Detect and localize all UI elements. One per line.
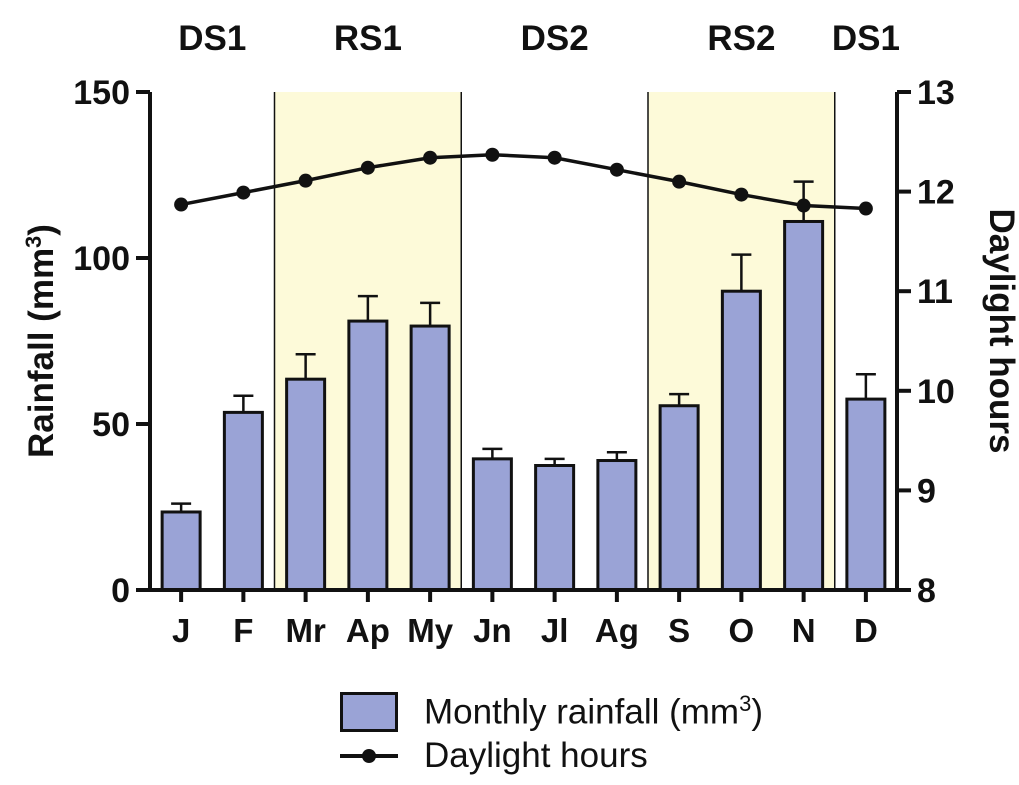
legend-label-daylight: Daylight hours [424,736,648,775]
right-tick-label: 12 [917,174,955,212]
x-tick-label: N [792,612,816,649]
daylight-point [298,173,313,188]
rainfall-bar [783,219,825,592]
left-tick-label: 150 [73,74,130,112]
right-axis-title: Daylight hours [982,208,1019,453]
x-tick-label: Jl [541,612,569,649]
rainfall-bar [222,410,264,592]
rainfall-bar [347,319,389,592]
rainfall-bar [534,464,576,592]
right-tick-label: 11 [917,273,953,311]
daylight-point [672,174,687,189]
rainfall-bar [285,377,327,592]
right-tick-label: 9 [917,472,936,510]
left-tick-label: 0 [111,572,130,610]
x-tick-label: My [407,612,453,649]
daylight-line [180,152,866,211]
x-tick-label: O [729,612,755,649]
season-label: RS2 [707,19,775,58]
legend-item-rainfall: Monthly rainfall (mm3) [340,690,763,734]
x-tick-label: Jn [473,612,512,649]
left-tick-label: 100 [73,240,130,278]
daylight-point [796,198,811,213]
daylight-point [423,150,438,165]
daylight-point [547,150,562,165]
season-label: RS1 [334,19,402,58]
right-tick-label: 13 [917,74,955,112]
right-tick-label: 8 [917,572,936,610]
legend-swatch-line [340,736,398,776]
rainfall-bar [596,459,638,592]
x-tick-label: Mr [285,612,325,649]
x-tick-label: D [854,612,878,649]
daylight-point [236,185,251,200]
daylight-point [174,197,189,212]
x-tick-label: S [668,612,690,649]
daylight-point [734,187,749,202]
left-tick-label: 50 [92,406,130,444]
daylight-point [858,201,873,216]
rainfall-bar [409,324,451,592]
legend-label-rainfall: Monthly rainfall (mm3) [424,691,763,732]
right-tick-label: 10 [917,373,955,411]
rainfall-bar [845,397,887,592]
rainfall-bar [720,289,762,592]
rainfall-bar [471,457,513,592]
rainfall-bar [658,404,700,592]
season-label: DS1 [832,19,900,58]
x-tick-label: Ag [595,612,639,649]
x-tick-label: F [233,612,253,649]
legend-swatch-bar [340,692,398,732]
left-axis-title: Rainfall (mm3) [21,224,61,458]
daylight-point [609,162,624,177]
daylight-point [485,147,500,162]
legend-item-daylight: Daylight hours [340,734,648,778]
daylight-point [360,160,375,175]
season-label: DS2 [521,19,589,58]
rainfall-bar [160,510,202,592]
rainfall-daylight-chart: DS1 RS1 DS2 RS2 DS1 0 50 100 150 8 9 10 11 12 13 J F Mr Ap… [21,19,1019,649]
season-label: DS1 [178,19,246,58]
legend: Monthly rainfall (mm3) Daylight hours [340,690,900,785]
x-tick-label: Ap [346,612,390,649]
x-tick-label: J [172,612,190,649]
